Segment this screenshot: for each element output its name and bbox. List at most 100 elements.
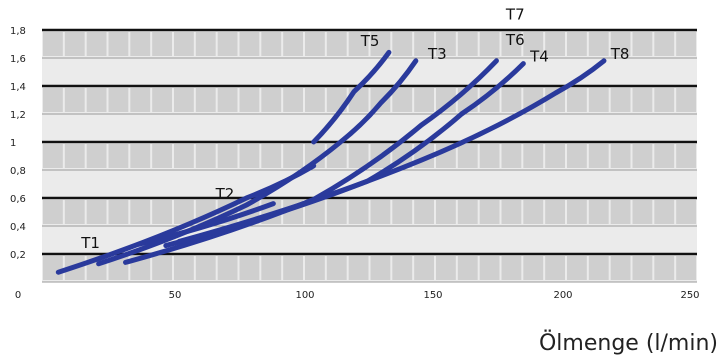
grid-cell xyxy=(632,256,653,280)
grid-cell xyxy=(545,200,565,224)
grid-cell xyxy=(588,144,609,168)
grid-cell xyxy=(348,32,369,56)
grid-cell xyxy=(108,88,129,112)
grid-cell xyxy=(479,32,500,56)
grid-cell xyxy=(588,256,609,280)
grid-cell xyxy=(523,256,544,280)
grid-cell xyxy=(261,32,282,56)
axis-ticks: 0,2 0,4 0,6 0,8 1 1,2 1,4 1,6 1,8 0 50 100 150 200 250 xyxy=(10,26,700,301)
grid-cell xyxy=(632,32,653,56)
grid-cell xyxy=(392,32,413,56)
grid-cell xyxy=(348,256,369,280)
grid-cell xyxy=(567,32,587,56)
grid-cell xyxy=(217,88,238,112)
x-tick-label: 150 xyxy=(423,290,442,301)
grid-cell xyxy=(414,256,434,280)
grid-cell xyxy=(152,144,172,168)
grid-cell xyxy=(588,32,609,56)
grid-cell xyxy=(457,32,478,56)
y-tick-label: 1 xyxy=(10,138,16,149)
grid-cell xyxy=(130,88,151,112)
x-tick-label: 100 xyxy=(295,290,314,301)
grid-cell xyxy=(479,200,500,224)
series-line-t3 xyxy=(96,58,419,267)
grid-cell xyxy=(305,144,325,168)
x-tick-label: 50 xyxy=(169,290,182,301)
grid-cell xyxy=(457,200,478,224)
grid-cell xyxy=(152,200,172,224)
grid-cell xyxy=(676,144,696,168)
series-label-t3: T3 xyxy=(427,45,447,63)
grid-cell xyxy=(305,200,325,224)
grid-cell xyxy=(174,200,194,224)
grid-cell xyxy=(392,256,413,280)
grid-cell xyxy=(436,200,456,224)
series-label-t7: T7 xyxy=(505,6,525,24)
grid-cell xyxy=(86,200,107,224)
grid-cell xyxy=(86,32,107,56)
y-tick-label: 1,6 xyxy=(10,54,26,65)
grid-cell xyxy=(305,88,325,112)
x-tick-label: 200 xyxy=(553,290,572,301)
grid-cell xyxy=(436,256,456,280)
y-tick-label: 1,2 xyxy=(10,110,26,121)
grid-cell xyxy=(130,32,151,56)
x-tick-label: 250 xyxy=(680,290,699,301)
grid-cell xyxy=(523,144,544,168)
grid-cell xyxy=(610,144,631,168)
grid-cell xyxy=(108,144,129,168)
grid-cell xyxy=(370,200,391,224)
grid-cell xyxy=(239,88,260,112)
grid-cell xyxy=(370,32,391,56)
grid-cell xyxy=(414,32,434,56)
y-tick-label: 1,4 xyxy=(10,82,26,93)
grid-cell xyxy=(654,32,675,56)
grid-cell xyxy=(261,256,282,280)
grid-cell xyxy=(108,32,129,56)
grid-lines xyxy=(42,28,697,283)
grid-cell xyxy=(654,256,675,280)
grid-cell xyxy=(239,256,260,280)
series-label-t1: T1 xyxy=(80,234,100,252)
grid-cell xyxy=(567,88,587,112)
grid-cell xyxy=(43,200,63,224)
series-label-t2: T2 xyxy=(215,185,235,203)
grid-cell xyxy=(457,144,478,168)
grid-cell xyxy=(501,32,522,56)
grid-cell xyxy=(501,88,522,112)
grid-cell xyxy=(283,256,303,280)
grid-cell xyxy=(370,256,391,280)
grid-cell xyxy=(43,32,63,56)
grid-cell xyxy=(195,144,216,168)
grid-cell xyxy=(414,200,434,224)
grid-cell xyxy=(261,144,282,168)
series-label-t8: T8 xyxy=(610,45,630,63)
grid-cell xyxy=(152,88,172,112)
grid-cell xyxy=(632,88,653,112)
grid-cell xyxy=(545,144,565,168)
grid-cell xyxy=(305,32,325,56)
grid-cell xyxy=(676,32,696,56)
grid-cell xyxy=(501,256,522,280)
grid-cell xyxy=(217,256,238,280)
grid-cell xyxy=(174,256,194,280)
series-line-t2 xyxy=(136,201,276,247)
grid-cell xyxy=(64,200,85,224)
grid-cell xyxy=(588,200,609,224)
grid-cell xyxy=(479,144,500,168)
grid-cell xyxy=(261,88,282,112)
y-tick-label: 0,8 xyxy=(10,166,26,177)
grid-cell xyxy=(436,32,456,56)
series-label-t5: T5 xyxy=(360,32,380,50)
x-axis-label: Ölmenge (l/min) xyxy=(539,330,718,356)
grid-cell xyxy=(632,200,653,224)
grid-cell xyxy=(654,88,675,112)
grid-cell xyxy=(523,32,544,56)
grid-cell xyxy=(588,88,609,112)
grid-cell xyxy=(676,256,696,280)
grid-cell xyxy=(43,256,63,280)
grid-cell xyxy=(676,200,696,224)
grid-cell xyxy=(632,144,653,168)
y-tick-label: 0,4 xyxy=(10,222,26,233)
